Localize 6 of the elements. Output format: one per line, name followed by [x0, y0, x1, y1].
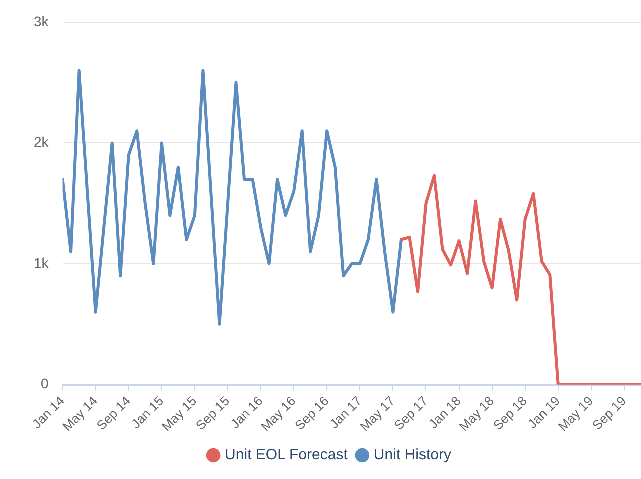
legend-label: Unit History [374, 446, 452, 464]
y-tick-label: 0 [40, 376, 49, 392]
y-tick-label: 1k [34, 254, 50, 271]
y-tick-label: 3k [34, 13, 50, 30]
legend-label: Unit EOL Forecast [225, 446, 349, 464]
y-tick-label: 2k [34, 134, 50, 150]
